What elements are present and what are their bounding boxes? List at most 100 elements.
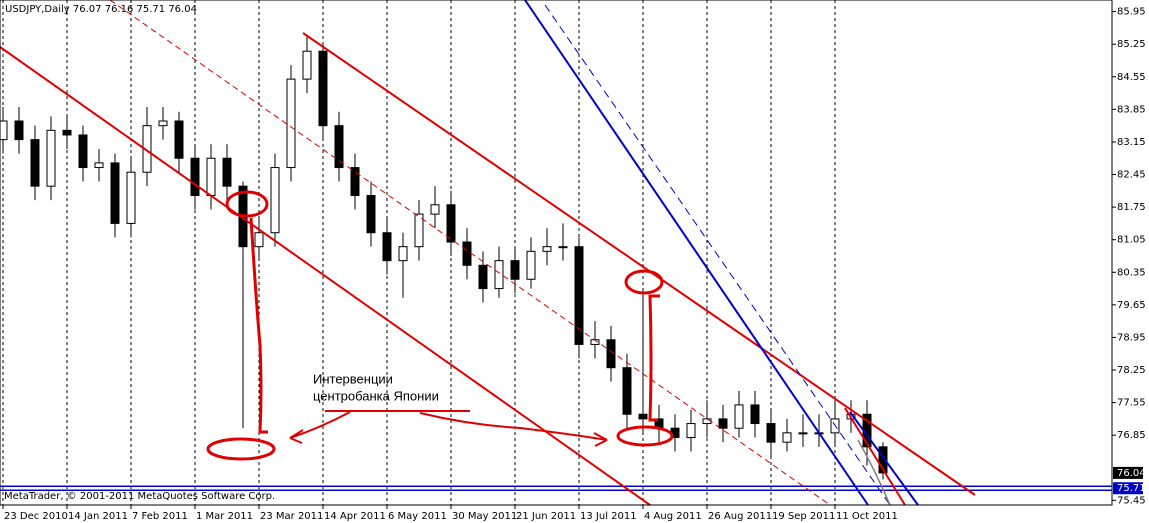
candle-body [62,129,72,136]
circle-mark [206,437,276,461]
y-tick-label: 85.95 [1117,7,1146,18]
y-tick-label: 77.55 [1117,398,1146,409]
candle-body [782,432,792,443]
annotation: Интервенции [313,371,393,386]
y-tick-label: 79.65 [1117,300,1146,311]
trend-line [544,4,891,506]
candle-body [398,246,408,262]
levels [0,485,1112,491]
y-tick-label: 83.15 [1117,137,1146,148]
x-tick-label: 14 Jan 2011 [68,511,128,522]
candle-body [510,260,520,280]
y-tick-label: 81.75 [1117,202,1146,213]
candle-body [622,367,632,415]
candle-body [110,162,120,224]
y-tick-label: 82.45 [1117,170,1146,181]
trend-line [0,46,651,506]
arrow [419,412,608,441]
candle-body [494,260,504,290]
x-tick-label: 11 Oct 2011 [836,511,898,522]
x-tick-label: 7 Feb 2011 [132,511,188,522]
price-marker [1113,482,1143,495]
candle-body [478,264,488,290]
candle-body [206,157,216,196]
circle-mark [225,190,269,218]
candle-body [734,404,744,429]
arrow-head [289,429,304,444]
y-tick-label: 83.85 [1117,104,1146,115]
price-marker [1113,466,1143,479]
candle-body [334,125,344,169]
candle-body [174,120,184,159]
x-tick-label: 19 Sep 2011 [772,511,835,522]
candle-body [526,250,536,280]
y-tick-label: 78.25 [1117,365,1146,376]
x-tick-label: 1 Mar 2011 [196,511,253,522]
trend-curve [857,439,891,506]
copyright: MetaTrader, © 2001-2011 MetaQuotes Softw… [4,491,275,502]
candle-body [574,246,584,345]
candle-body [286,78,296,169]
y-tick-label: 84.55 [1117,72,1146,83]
candle-body [158,120,168,127]
candle-body [542,246,552,252]
annotation: центробанка Японии [313,388,439,403]
candle-body [78,134,88,169]
candle-body [222,157,232,187]
circle-mark [616,425,674,447]
candle-body [318,50,328,127]
candle-body [382,232,392,262]
circle-mark [624,269,664,295]
arrow-head [593,432,608,447]
candle-body [446,204,456,243]
candle-body [462,241,472,266]
candle-body [302,50,312,80]
x-tick-label: 13 Jul 2011 [580,511,637,522]
candle-body [14,120,24,141]
x-tick-label: 21 Jun 2011 [516,511,576,522]
y-tick-label: 85.25 [1117,39,1146,50]
chart-title: USDJPY,Daily 76.07 76.16 75.71 76.04 [5,4,197,15]
bracket-mark [249,217,268,434]
bracket-mark [648,294,660,422]
candle-body [558,246,568,249]
x-tick-label: 6 May 2011 [388,511,447,522]
trend-line [844,407,906,506]
trend-line [524,0,869,506]
price-marker-label: 76.04 [1117,468,1146,479]
candle-body [94,162,104,169]
arrow [289,411,351,439]
trend-lines [0,0,976,506]
candle-body [878,446,888,474]
hand-marks [206,190,674,461]
trend-line [302,32,976,496]
candle-body [254,232,264,248]
x-tick-label: 23 Dec 2010 [4,511,68,522]
trend-line [849,411,919,506]
candle-body [126,171,136,224]
x-tick-label: 4 Aug 2011 [644,511,702,522]
price-marker-label: 75.71 [1117,483,1146,494]
candle-body [366,194,376,234]
candle-body [798,432,808,435]
candle-body [686,423,696,439]
candle-body [430,204,440,215]
candle-body [638,413,648,420]
candle-body [606,339,616,369]
y-tick-label: 80.35 [1117,267,1146,278]
candle-body [30,139,40,187]
y-tick-label: 75.45 [1117,495,1146,506]
plot-frame [0,0,1113,506]
x-tick-label: 26 Aug 2011 [708,511,772,522]
candle-body [414,213,424,248]
candle-body [0,120,8,141]
x-tick-label: 30 May 2011 [452,511,517,522]
y-tick-label: 81.05 [1117,235,1146,246]
y-tick-label: 78.95 [1117,332,1146,343]
trend-line [109,0,831,506]
candle-body [46,129,56,187]
candle-body [718,418,728,429]
y-tick-label: 76.85 [1117,430,1146,441]
candle-body [750,404,760,425]
